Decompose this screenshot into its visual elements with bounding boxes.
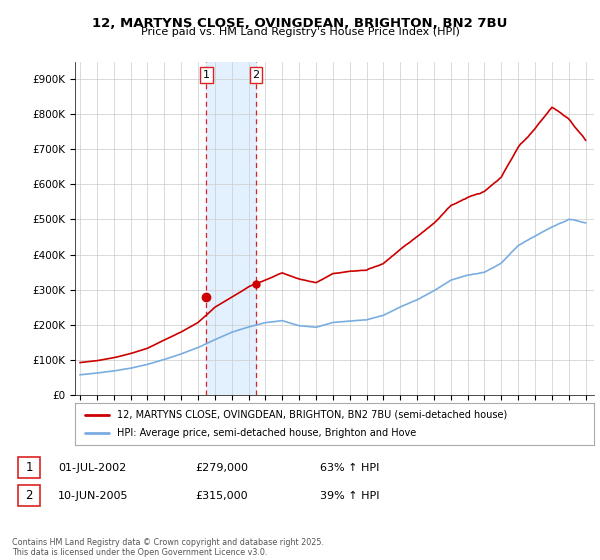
- Text: Price paid vs. HM Land Registry's House Price Index (HPI): Price paid vs. HM Land Registry's House …: [140, 27, 460, 37]
- FancyBboxPatch shape: [18, 485, 40, 506]
- Text: 2: 2: [25, 489, 33, 502]
- Bar: [206, 62, 256, 395]
- Text: £279,000: £279,000: [195, 463, 248, 473]
- Text: 63% ↑ HPI: 63% ↑ HPI: [320, 463, 379, 473]
- FancyBboxPatch shape: [18, 457, 40, 478]
- Text: HPI: Average price, semi-detached house, Brighton and Hove: HPI: Average price, semi-detached house,…: [116, 428, 416, 438]
- Text: 12, MARTYNS CLOSE, OVINGDEAN, BRIGHTON, BN2 7BU: 12, MARTYNS CLOSE, OVINGDEAN, BRIGHTON, …: [92, 17, 508, 30]
- Text: 1: 1: [203, 70, 210, 80]
- Text: 39% ↑ HPI: 39% ↑ HPI: [320, 491, 380, 501]
- Text: 10-JUN-2005: 10-JUN-2005: [58, 491, 128, 501]
- Text: Contains HM Land Registry data © Crown copyright and database right 2025.
This d: Contains HM Land Registry data © Crown c…: [12, 538, 324, 557]
- Text: 12, MARTYNS CLOSE, OVINGDEAN, BRIGHTON, BN2 7BU (semi-detached house): 12, MARTYNS CLOSE, OVINGDEAN, BRIGHTON, …: [116, 410, 507, 420]
- Text: £315,000: £315,000: [195, 491, 248, 501]
- Text: 2: 2: [253, 70, 260, 80]
- Text: 1: 1: [25, 461, 33, 474]
- Text: 01-JUL-2002: 01-JUL-2002: [58, 463, 126, 473]
